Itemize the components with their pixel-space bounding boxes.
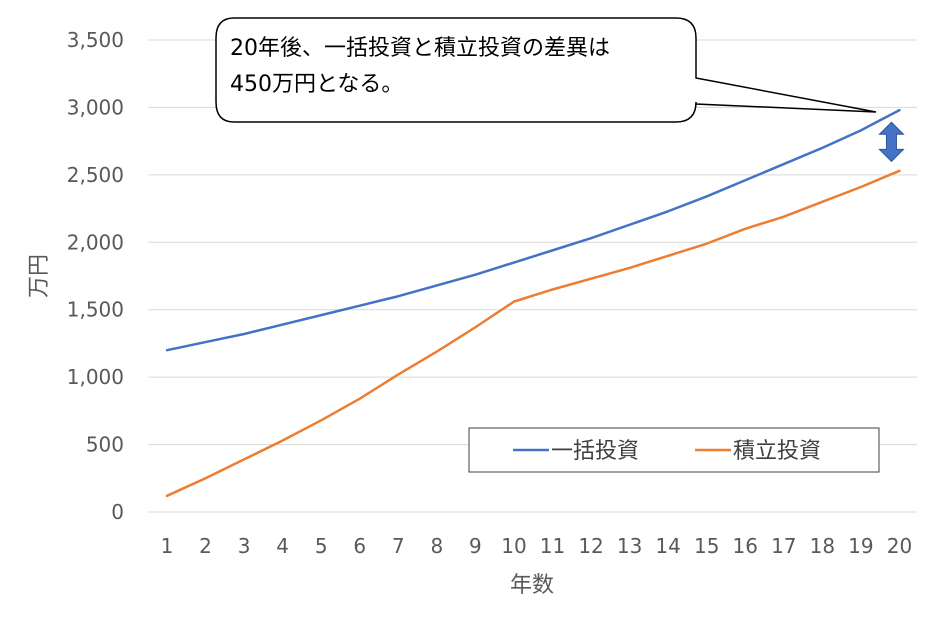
legend-label-lump-sum: 一括投資 bbox=[551, 439, 639, 464]
x-tick-label: 9 bbox=[469, 534, 482, 558]
y-axis-title: 万円 bbox=[27, 254, 52, 298]
legend-label-installment: 積立投資 bbox=[733, 439, 821, 464]
x-tick-label: 4 bbox=[276, 534, 289, 558]
series-lines bbox=[165, 108, 901, 498]
x-tick-label: 5 bbox=[315, 534, 328, 558]
x-tick-label: 12 bbox=[578, 534, 603, 558]
x-tick-label: 2 bbox=[199, 534, 212, 558]
y-tick-label: 1,500 bbox=[67, 298, 124, 322]
x-tick-label: 17 bbox=[771, 534, 796, 558]
legend: 一括投資 積立投資 bbox=[468, 427, 880, 473]
x-tick-label: 11 bbox=[540, 534, 565, 558]
y-tick-label: 2,500 bbox=[67, 163, 124, 187]
difference-double-arrow bbox=[878, 121, 905, 163]
callout: 20年後、一括投資と積立投資の差異は 450万円となる。 bbox=[215, 17, 877, 123]
difference-arrow bbox=[878, 121, 905, 163]
x-tick-label: 10 bbox=[501, 534, 526, 558]
x-tick-label: 20 bbox=[887, 534, 912, 558]
y-tick-label: 0 bbox=[111, 500, 124, 524]
x-tick-label: 14 bbox=[655, 534, 680, 558]
x-axis-title: 年数 bbox=[510, 573, 554, 598]
x-tick-label: 18 bbox=[810, 534, 835, 558]
callout-text-line1: 20年後、一括投資と積立投資の差異は bbox=[230, 36, 610, 61]
x-tick-label: 7 bbox=[392, 534, 405, 558]
x-tick-label: 3 bbox=[238, 534, 251, 558]
series-line-1 bbox=[165, 169, 901, 498]
series-line-0 bbox=[165, 108, 901, 352]
y-tick-label: 3,000 bbox=[67, 95, 124, 119]
x-tick-label: 8 bbox=[430, 534, 443, 558]
callout-text-line2: 450万円となる。 bbox=[230, 72, 403, 97]
y-tick-label: 3,500 bbox=[67, 28, 124, 52]
callout-bubble bbox=[215, 17, 877, 123]
y-tick-label: 2,000 bbox=[67, 230, 124, 254]
x-tick-label: 15 bbox=[694, 534, 719, 558]
x-tick-label: 6 bbox=[353, 534, 366, 558]
y-tick-label: 500 bbox=[86, 433, 124, 457]
legend-box bbox=[468, 427, 880, 473]
y-axis-ticks: 0 500 1,000 1,500 2,000 2,500 3,000 3,500 bbox=[67, 28, 124, 524]
y-tick-label: 1,000 bbox=[67, 365, 124, 389]
x-tick-label: 19 bbox=[848, 534, 873, 558]
x-tick-label: 13 bbox=[617, 534, 642, 558]
x-tick-label: 16 bbox=[733, 534, 758, 558]
x-axis-ticks: 1 2 3 4 5 6 7 8 9 10 11 12 13 14 15 16 17 18 19 20 bbox=[161, 534, 913, 558]
x-tick-label: 1 bbox=[161, 534, 174, 558]
